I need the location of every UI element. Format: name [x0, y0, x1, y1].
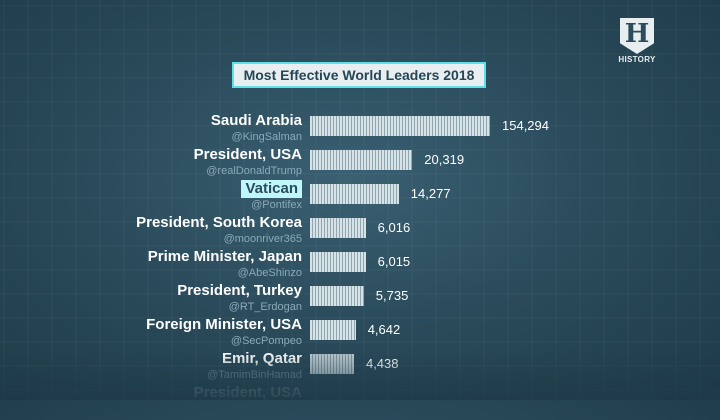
category-label: President, South Korea: [136, 214, 302, 231]
category-label: Saudi Arabia: [210, 112, 302, 129]
handle-label: @RT_Erdogan: [228, 301, 302, 313]
bar-row: President, USA: [0, 384, 720, 420]
logo-word: HISTORY: [618, 55, 656, 64]
value-label: 154,294: [502, 118, 549, 133]
logo-letter: H: [624, 19, 650, 49]
bar-row: Emir, Qatar @TamimBinHamad 4,438: [0, 350, 720, 386]
bar: [310, 354, 354, 374]
bar: [310, 116, 490, 136]
bar-row: Foreign Minister, USA @SecPompeo 4,642: [0, 316, 720, 352]
category-label: President, Turkey: [177, 282, 302, 299]
bar-row: President, South Korea @moonriver365 6,016: [0, 214, 720, 250]
category-label: President, USA: [193, 146, 302, 163]
bar-row: President, Turkey @RT_Erdogan 5,735: [0, 282, 720, 318]
history-shield-icon: H: [620, 18, 654, 54]
value-label: 5,735: [375, 288, 409, 303]
history-logo: H HISTORY: [614, 18, 660, 64]
value-label: 20,319: [424, 152, 465, 167]
handle-label: @realDonaldTrump: [206, 165, 302, 177]
category-label: Prime Minister, Japan: [147, 248, 302, 265]
bar-row: President, USA @realDonaldTrump 20,319: [0, 146, 720, 182]
category-label: Foreign Minister, USA: [146, 316, 302, 333]
value-label: 6,015: [377, 254, 411, 269]
chart-title: Most Effective World Leaders 2018: [232, 62, 486, 88]
value-label: 4,642: [367, 322, 401, 337]
bar: [310, 252, 366, 272]
handle-label: @Pontifex: [251, 199, 302, 211]
handle-label: @TamimBinHamad: [207, 369, 302, 381]
value-label: 4,438: [365, 356, 399, 371]
handle-label: @moonriver365: [223, 233, 302, 245]
value-label: 14,277: [410, 186, 451, 201]
handle-label: @AbeShinzo: [237, 267, 302, 279]
bar: [310, 218, 366, 238]
bar: [310, 150, 413, 170]
category-label: Emir, Qatar: [221, 350, 302, 367]
bar: [310, 286, 364, 306]
handle-label: @SecPompeo: [230, 335, 302, 347]
bar: [310, 320, 356, 340]
category-label: Vatican: [241, 180, 302, 198]
bar: [310, 184, 399, 204]
bar-row: Saudi Arabia @KingSalman 154,294: [0, 112, 720, 148]
handle-label: @KingSalman: [231, 131, 302, 143]
bar-row: Vatican @Pontifex 14,277: [0, 180, 720, 216]
category-label: President, USA: [193, 384, 302, 401]
bar-row: Prime Minister, Japan @AbeShinzo 6,015: [0, 248, 720, 284]
value-label: 6,016: [377, 220, 411, 235]
